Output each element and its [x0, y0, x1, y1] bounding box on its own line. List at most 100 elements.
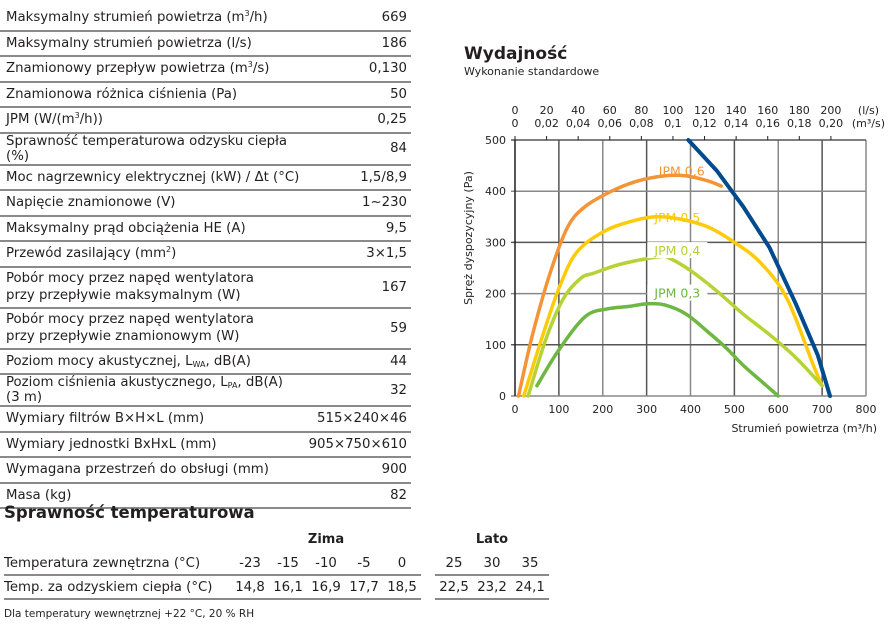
- temperature-section-title: Sprawność temperaturowa: [4, 503, 255, 522]
- subscript: PA: [227, 381, 238, 390]
- outside-temp-cell: -10: [307, 552, 345, 576]
- chart-subtitle: Wykonanie standardowe: [464, 65, 600, 78]
- spec-value: 44: [302, 348, 411, 375]
- x-axis-label: Strumień powietrza (m³/h): [731, 422, 877, 435]
- row-label-outside-temp: Temperatura zewnętrzna (°C): [4, 552, 231, 576]
- spec-label: Napięcie znamionowe (V): [0, 190, 303, 217]
- outside-temp-cell: 35: [511, 552, 549, 576]
- spec-label-text: Przewód zasilający (mm: [6, 246, 167, 262]
- spec-label-text: Sprawność temperaturowa odzysku ciepła (…: [6, 133, 288, 164]
- spec-label-text: Wymagana przestrzeń do obsługi (mm): [6, 462, 269, 478]
- spec-label-line2: przy przepływie maksymalnym (W): [6, 288, 241, 303]
- y-tick-label: 400: [485, 185, 506, 198]
- spec-label: Masa (kg): [0, 482, 303, 509]
- spec-label-text: Pobór mocy przez napęd wentylatora: [6, 271, 254, 286]
- series-label: JPM 0,6: [658, 164, 705, 179]
- top-axis-unit-m3s: (m³/s): [852, 117, 885, 130]
- recovered-temp-cell: 16,9: [307, 575, 345, 600]
- spec-label: Maksymalny prąd obciążenia HE (A): [0, 215, 303, 242]
- spec-label-text: Wymiary jednostki BxHxL (mm): [6, 436, 217, 452]
- x-tick-label: 0: [512, 403, 519, 416]
- top-tick-label-m3s: 0,02: [534, 117, 559, 130]
- outside-temp-cell: 0: [383, 552, 421, 576]
- spec-row: Maksymalny strumień powietrza (m3/h) 669: [0, 6, 411, 32]
- superscript: 2: [166, 245, 172, 255]
- spec-row: Pobór mocy przez napęd wentylatora przy p…: [0, 307, 411, 350]
- top-tick-label-ls: 180: [789, 104, 810, 117]
- summer-header: Lato: [475, 531, 509, 547]
- spec-label: Wymiary filtrów B×H×L (mm): [0, 406, 303, 433]
- superscript: 3: [74, 111, 80, 121]
- outside-temp-cell: -15: [269, 552, 307, 576]
- spec-label: Moc nagrzewnicy elektrycznej (kW) / Δt (…: [0, 164, 303, 191]
- spec-label: Wymagana przestrzeń do obsługi (mm): [0, 457, 303, 484]
- spec-label: Pobór mocy przez napęd wentylatora przy p…: [0, 307, 303, 350]
- specifications-table: Maksymalny strumień powietrza (m3/h) 669 M…: [0, 6, 411, 509]
- spec-row: Przewód zasilający (mm2) 3×1,5: [0, 241, 411, 268]
- performance-chart: 0 100 200 300 400 500 600 700 800010020030040050…: [462, 104, 885, 435]
- spec-row: Moc nagrzewnicy elektrycznej (kW) / Δt (…: [0, 164, 411, 191]
- top-tick-label-m3s: 0,06: [598, 117, 623, 130]
- top-tick-label-m3s: 0: [512, 117, 519, 130]
- recovered-temp-cell: 24,1: [511, 575, 549, 600]
- spec-label-text: Napięcie znamionowe (V): [6, 195, 176, 211]
- series-line-jpm-0-6: [516, 173, 723, 398]
- spec-row: Napięcie znamionowe (V) 1~230: [0, 190, 411, 217]
- spec-label-text: Pobór mocy przez napęd wentylatora: [6, 312, 254, 327]
- spec-value: 905×750×610: [302, 431, 411, 458]
- spec-label: JPM (W/(m3/h)): [0, 107, 303, 134]
- series-label: JPM 0,3: [653, 286, 700, 301]
- spec-row: Poziom ciśnienia akustycznego, LPA, dB(A…: [0, 374, 411, 407]
- spec-value: 82: [302, 482, 411, 509]
- spec-label: Przewód zasilający (mm2): [0, 241, 303, 268]
- spec-label: Poziom ciśnienia akustycznego, LPA, dB(A…: [0, 374, 303, 407]
- spec-row: Wymagana przestrzeń do obsługi (mm) 900: [0, 457, 411, 484]
- top-tick-label-m3s: 0,16: [755, 117, 780, 130]
- footnote: Dla temperatury wewnętrznej +22 °C, 20 %…: [4, 608, 255, 620]
- y-tick-label: 300: [485, 236, 506, 249]
- chart-title: Wydajność: [464, 44, 568, 64]
- x-tick-label: 300: [636, 403, 657, 416]
- top-tick-label-ls: 60: [603, 104, 617, 117]
- top-tick-label-m3s: 0,18: [787, 117, 812, 130]
- spec-row: Sprawność temperaturowa odzysku ciepła (…: [0, 132, 411, 166]
- top-tick-label-m3s: 0,1: [664, 117, 682, 130]
- top-tick-label-ls: 200: [820, 104, 841, 117]
- spec-value: 515×240×46: [302, 406, 411, 433]
- spec-label-suffix: /h)): [79, 112, 103, 128]
- spec-value: 669: [302, 6, 411, 32]
- y-tick-label: 200: [485, 288, 506, 301]
- top-tick-label-ls: 100: [662, 104, 683, 117]
- top-tick-label-ls: 0: [512, 104, 519, 117]
- spec-value: 3×1,5: [302, 241, 411, 268]
- top-tick-label-m3s: 0,14: [724, 117, 749, 130]
- spec-label-text: Poziom mocy akustycznej, L: [6, 353, 193, 369]
- spec-label-suffix: /s): [252, 61, 270, 77]
- spec-value: 0,25: [302, 107, 411, 134]
- top-tick-label-m3s: 0,20: [819, 117, 844, 130]
- temperature-table: Zima Lato Temperatura zewnętrzna (°C) -2…: [4, 526, 549, 600]
- spec-row: Znamionowy przepływ powietrza (m3/s) 0,13…: [0, 56, 411, 83]
- series-label: JPM 0,5: [653, 210, 700, 225]
- label-background: [647, 284, 708, 301]
- subscript: WA: [192, 359, 206, 369]
- recovered-temp-cell: 23,2: [473, 575, 511, 600]
- outside-temp-cell: -23: [231, 552, 269, 576]
- series-line-charakterystyka: [686, 138, 833, 398]
- spec-value: 50: [302, 81, 411, 108]
- top-tick-label-ls: 160: [757, 104, 778, 117]
- x-tick-label: 100: [548, 403, 569, 416]
- spec-label-text: Maksymalny strumień powietrza (l/s): [6, 35, 252, 51]
- series-line-jpm-0-5: [522, 214, 824, 398]
- spec-row: Maksymalny strumień powietrza (l/s) 186: [0, 30, 411, 57]
- x-tick-label: 500: [724, 403, 745, 416]
- x-tick-label: 800: [856, 403, 877, 416]
- x-tick-label: 600: [768, 403, 789, 416]
- spec-label-text: JPM (W/(m: [6, 112, 75, 128]
- x-tick-label: 700: [812, 403, 833, 416]
- outside-temp-cell: -5: [345, 552, 383, 576]
- recovered-temp-cell: 22,5: [435, 575, 473, 600]
- spec-row: Maksymalny prąd obciążenia HE (A) 9,5: [0, 215, 411, 242]
- spec-value: 900: [302, 457, 411, 484]
- spec-label-text: Znamionowy przepływ powietrza (m: [6, 61, 248, 77]
